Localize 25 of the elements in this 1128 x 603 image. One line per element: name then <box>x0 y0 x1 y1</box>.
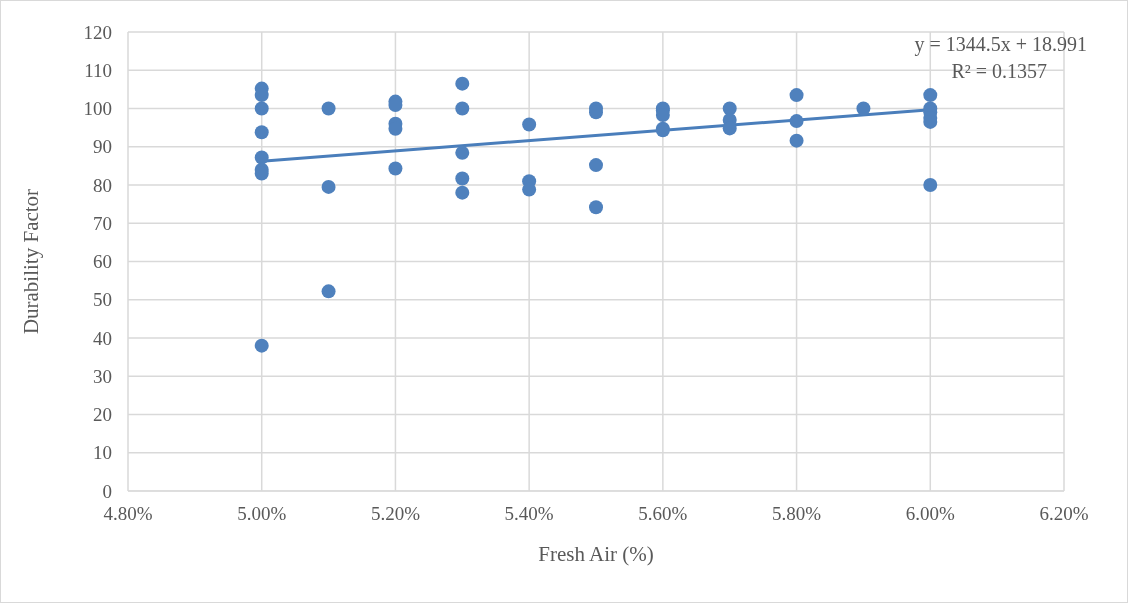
x-tick-label: 4.80% <box>103 503 153 525</box>
y-tick-label: 30 <box>93 365 112 387</box>
x-tick-label: 6.20% <box>1039 503 1089 525</box>
annotation: R² = 0.1357 <box>950 59 1048 84</box>
y-tick-label: 40 <box>93 327 112 349</box>
x-tick-label: 5.40% <box>504 503 554 525</box>
x-tick-label: 5.60% <box>638 503 688 525</box>
y-tick-label: 70 <box>93 212 112 234</box>
x-tick-label: 5.80% <box>772 503 822 525</box>
annotation: y = 1344.5x + 18.991 <box>914 32 1087 58</box>
y-tick-label: 120 <box>83 21 112 43</box>
x-tick-label: 5.20% <box>370 503 421 525</box>
y-tick-label: 20 <box>93 404 112 426</box>
y-tick-label: 90 <box>93 136 112 158</box>
x-tick-label: 5.00% <box>237 503 287 525</box>
y-tick-label: 80 <box>93 174 112 196</box>
y-tick-label: 50 <box>93 289 112 311</box>
y-tick-label: 110 <box>84 60 112 81</box>
y-axis-title: Durability Factor <box>19 188 44 335</box>
y-tick-label: 0 <box>102 480 112 502</box>
y-tick-label: 100 <box>83 98 112 120</box>
x-tick-label: 6.00% <box>905 503 955 525</box>
x-axis-title: Fresh Air (%) <box>538 541 654 566</box>
y-tick-label: 10 <box>93 442 112 464</box>
y-tick-label: 60 <box>93 251 112 273</box>
